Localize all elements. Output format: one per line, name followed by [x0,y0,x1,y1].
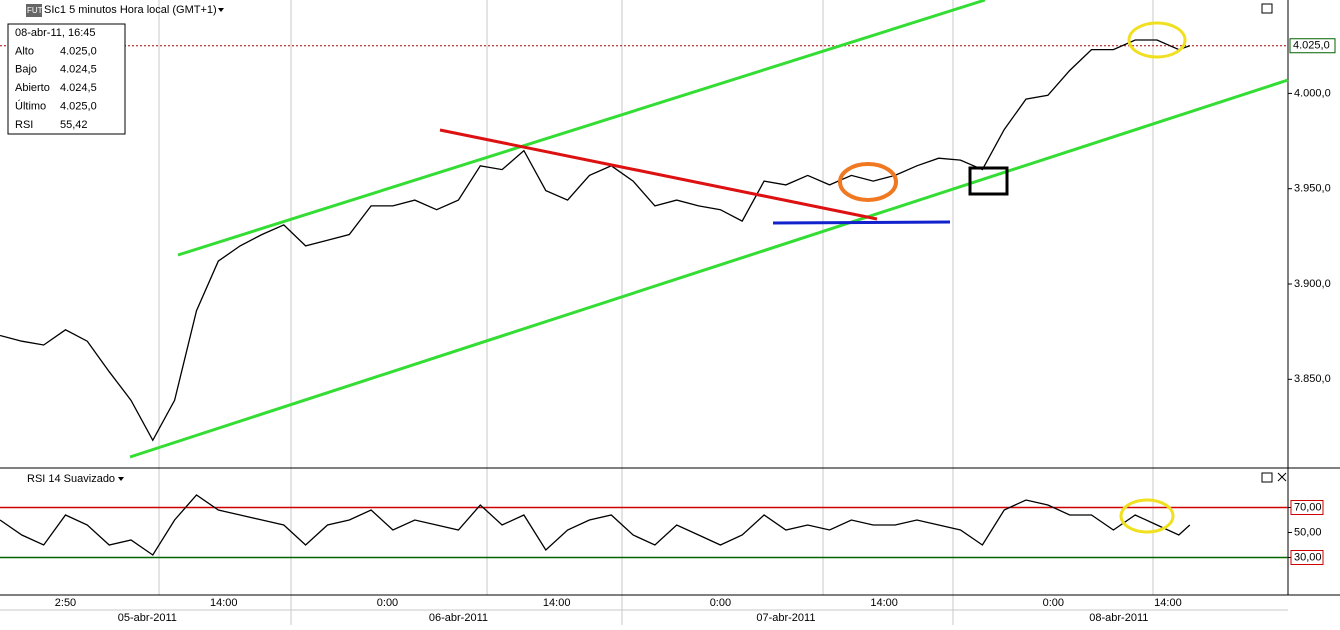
x-tick-label: 0:00 [377,597,398,609]
x-tick-label: 14:00 [1154,597,1182,609]
level-box [1290,500,1324,515]
info-label: RSI [15,119,33,131]
date-label: 06-abr-2011 [429,612,488,624]
dropdown-arrow[interactable] [218,8,224,12]
vertical-grid [158,0,1154,625]
info-value: 4.025,0 [60,101,97,113]
level-box [1290,550,1324,565]
info-value: 55,42 [60,119,88,131]
y-tick-label: 3.850,0 [1294,373,1331,385]
close-button[interactable] [1277,472,1287,482]
x-tick-label: 14:00 [543,597,571,609]
highlight-box [968,166,1009,196]
trend-line [177,0,986,257]
x-tick-label: 0:00 [1043,597,1064,609]
price-line [0,494,1191,556]
y-tick-label: 3.900,0 [1294,278,1331,290]
current-price-label: 4.025,0 [1293,40,1330,52]
maximize-button[interactable] [1261,472,1273,483]
highlight-ellipse [838,162,898,202]
info-value: 4.024,5 [60,64,97,76]
x-tick-label: 14:00 [870,597,898,609]
highlight-ellipse [1127,21,1187,59]
info-label: Alto [15,45,34,57]
maximize-button[interactable] [1261,3,1273,14]
info-label: 08-abr-11, 16:45 [15,27,96,39]
trend-line [129,78,1289,459]
y-tick-label: 30,00 [1294,551,1322,563]
info-box [7,23,126,135]
date-label: 05-abr-2011 [118,612,177,624]
y-tick-label: 70,00 [1294,501,1322,513]
icon-label: FUT [27,6,43,15]
info-label: Último [15,100,46,113]
icon [26,4,42,17]
y-tick-label: 50,00 [1294,526,1322,538]
y-tick-label: 4.000,0 [1294,87,1331,99]
trend-line [439,128,878,221]
info-rows: 08-abr-11, 16:45 Alto 4.025,0 Bajo 4.024,5 Ab… [15,27,97,131]
y-tick-label: 3.950,0 [1294,183,1331,195]
info-value: 4.025,0 [60,45,97,57]
date-label: 07-abr-2011 [756,612,815,624]
x-tick-label: 0:00 [710,597,731,609]
highlight-ellipse [1119,498,1175,534]
panel-title: RSI 14 Suavizado [27,473,115,485]
info-label: Abierto [15,82,50,94]
current-price-box [1289,38,1336,54]
x-tick-label: 14:00 [210,597,238,609]
plot: 4.000,0 3.950,0 3.900,0 3.850,0 4.025,0 70,00… [0,38,1336,624]
dropdown-arrow[interactable] [118,477,124,481]
info-label: Bajo [15,64,37,76]
date-label: 08-abr-2011 [1089,612,1148,624]
support-line [772,220,951,225]
info-value: 4.024,5 [60,82,97,94]
chart-title[interactable]: SIc1 5 minutos Hora local (GMT+1) [44,4,217,16]
price-line [0,39,1191,442]
x-tick-label: 2:50 [55,597,76,609]
